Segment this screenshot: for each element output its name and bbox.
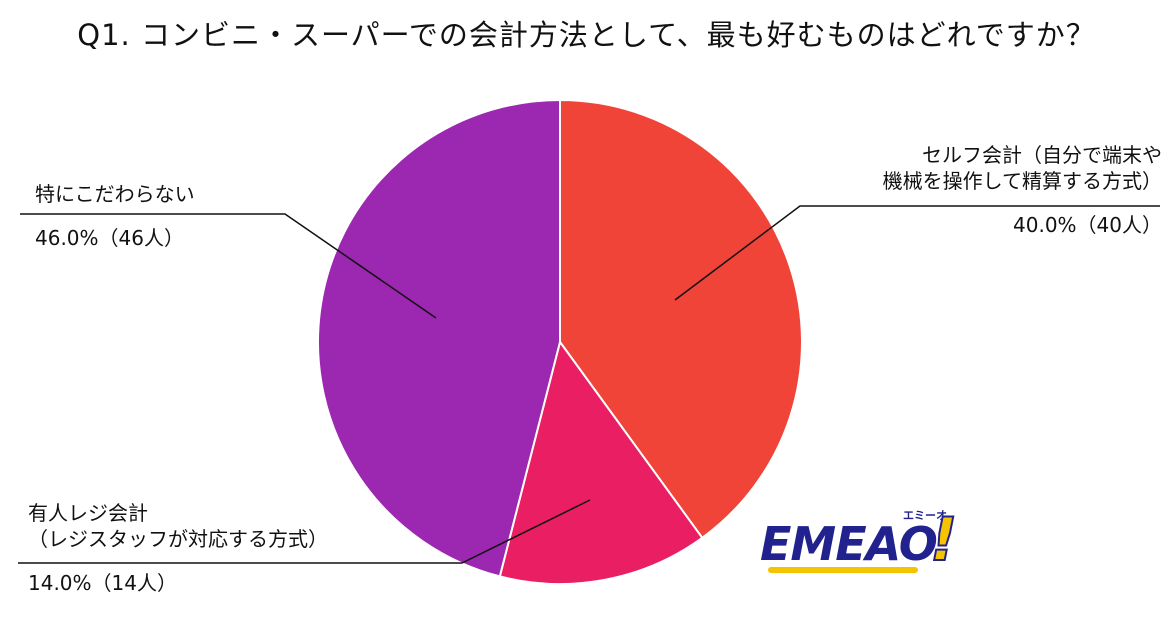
logo-wordmark: EMEAO — [760, 517, 938, 571]
slice-value-self-checkout: 40.0%（40人） — [1013, 213, 1162, 237]
slice-label-no-preference-line1: 特にこだわらない — [35, 182, 195, 206]
slice-value-no-preference: 46.0%（46人） — [35, 226, 184, 250]
pie-slice-no-preference — [317, 98, 561, 578]
slice-label-staffed-register: 有人レジ会計 （レジスタッフが対応する方式） 14.0%（14人） — [28, 500, 328, 596]
leader-line-self-checkout — [674, 205, 1160, 301]
logo-underline — [768, 567, 918, 573]
slice-label-self-checkout-line1: セルフ会計（自分で端末や — [922, 143, 1162, 167]
slice-label-self-checkout-line2: 機械を操作して精算する方式） — [882, 169, 1162, 193]
logo-exclamation: ! — [929, 504, 958, 576]
pie-slice-self-checkout — [559, 98, 803, 540]
chart-title: Q1. コンビニ・スーパーでの会計方法として、最も好むものはどれですか？ — [77, 18, 1096, 52]
slice-label-staffed-register-line2: （レジスタッフが対応する方式） — [28, 527, 328, 551]
leader-line-staffed-register — [18, 499, 591, 564]
slice-value-staffed-register: 14.0%（14人） — [28, 571, 177, 595]
emeao-logo: エミーオ EMEAO ! — [760, 504, 975, 580]
slice-label-no-preference: 特にこだわらない 46.0%（46人） — [35, 181, 195, 251]
logo-ruby-text: エミーオ — [903, 509, 947, 522]
pie-slice-staffed-register — [498, 339, 704, 585]
slice-label-staffed-register-line1: 有人レジ会計 — [28, 501, 148, 525]
slice-label-self-checkout: セルフ会計（自分で端末や 機械を操作して精算する方式） 40.0%（40人） — [700, 142, 1162, 238]
leader-line-no-preference — [20, 213, 437, 319]
